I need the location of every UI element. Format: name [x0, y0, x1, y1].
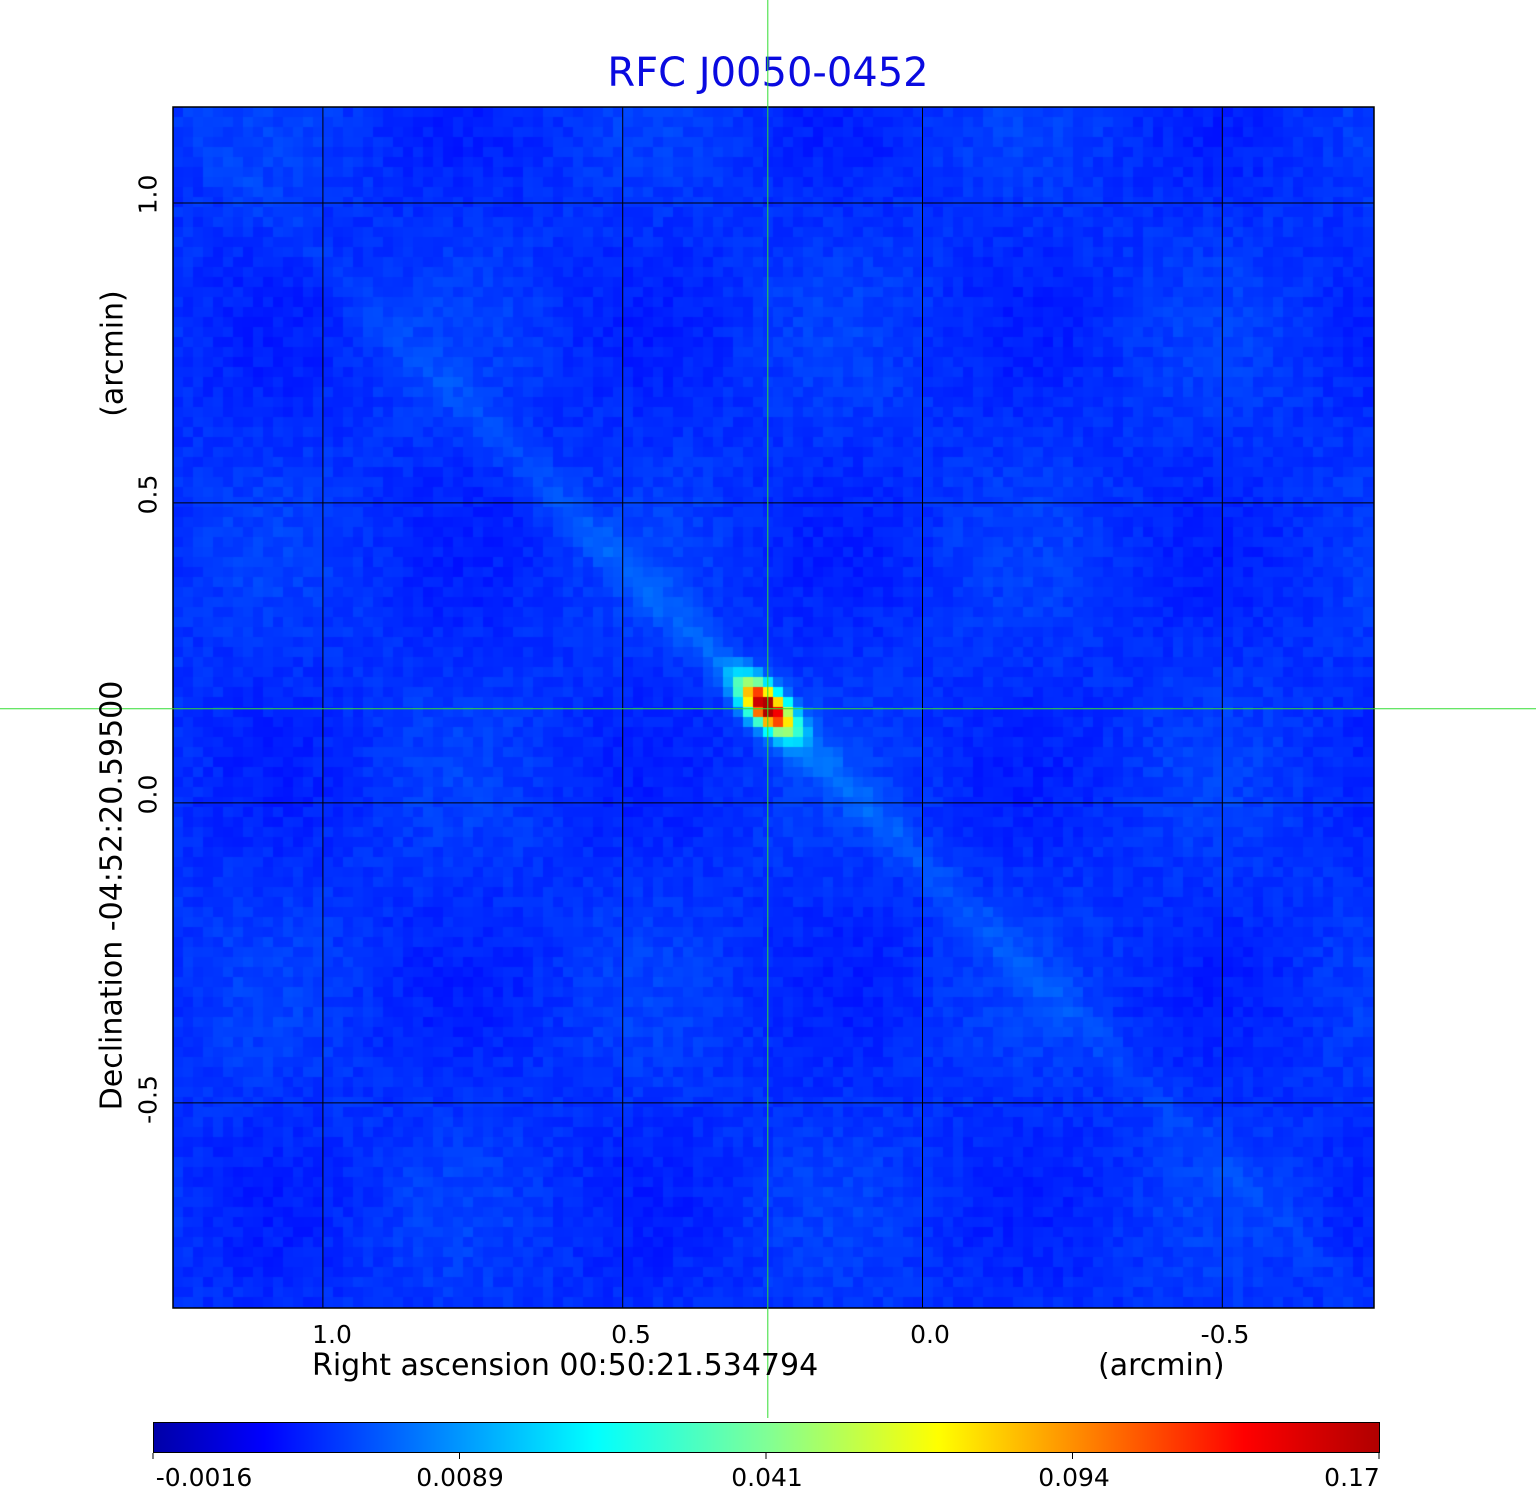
x-axis-label: Right ascension 00:50:21.534794 — [312, 1348, 819, 1383]
y-tick-label: -0.5 — [133, 1075, 163, 1124]
y-tick-label: 0.5 — [133, 474, 163, 515]
x-tick-label: -0.5 — [1200, 1320, 1250, 1349]
y-axis-unit: (arcmin) — [95, 290, 131, 417]
plot-frame — [172, 106, 1375, 1309]
colorbar-tick-label: 0.094 — [1038, 1463, 1110, 1492]
x-tick-label: 0.0 — [910, 1320, 950, 1349]
heatmap-image — [173, 107, 1374, 1308]
y-tick-label: 1.0 — [133, 174, 163, 215]
y-axis-label: Declination -04:52:20.59500 — [94, 680, 130, 1111]
x-tick-label: 1.0 — [312, 1320, 352, 1349]
colorbar — [153, 1422, 1380, 1453]
x-axis-unit: (arcmin) — [1098, 1348, 1225, 1383]
y-tick-label: 0.0 — [133, 774, 163, 815]
x-tick-label: 0.5 — [611, 1320, 651, 1349]
colorbar-tick-label: 0.041 — [731, 1463, 803, 1492]
colorbar-tick-label: 0.17 — [1324, 1463, 1380, 1492]
colorbar-tick-label: -0.0016 — [155, 1463, 253, 1492]
colorbar-tick-label: 0.0089 — [416, 1463, 504, 1492]
